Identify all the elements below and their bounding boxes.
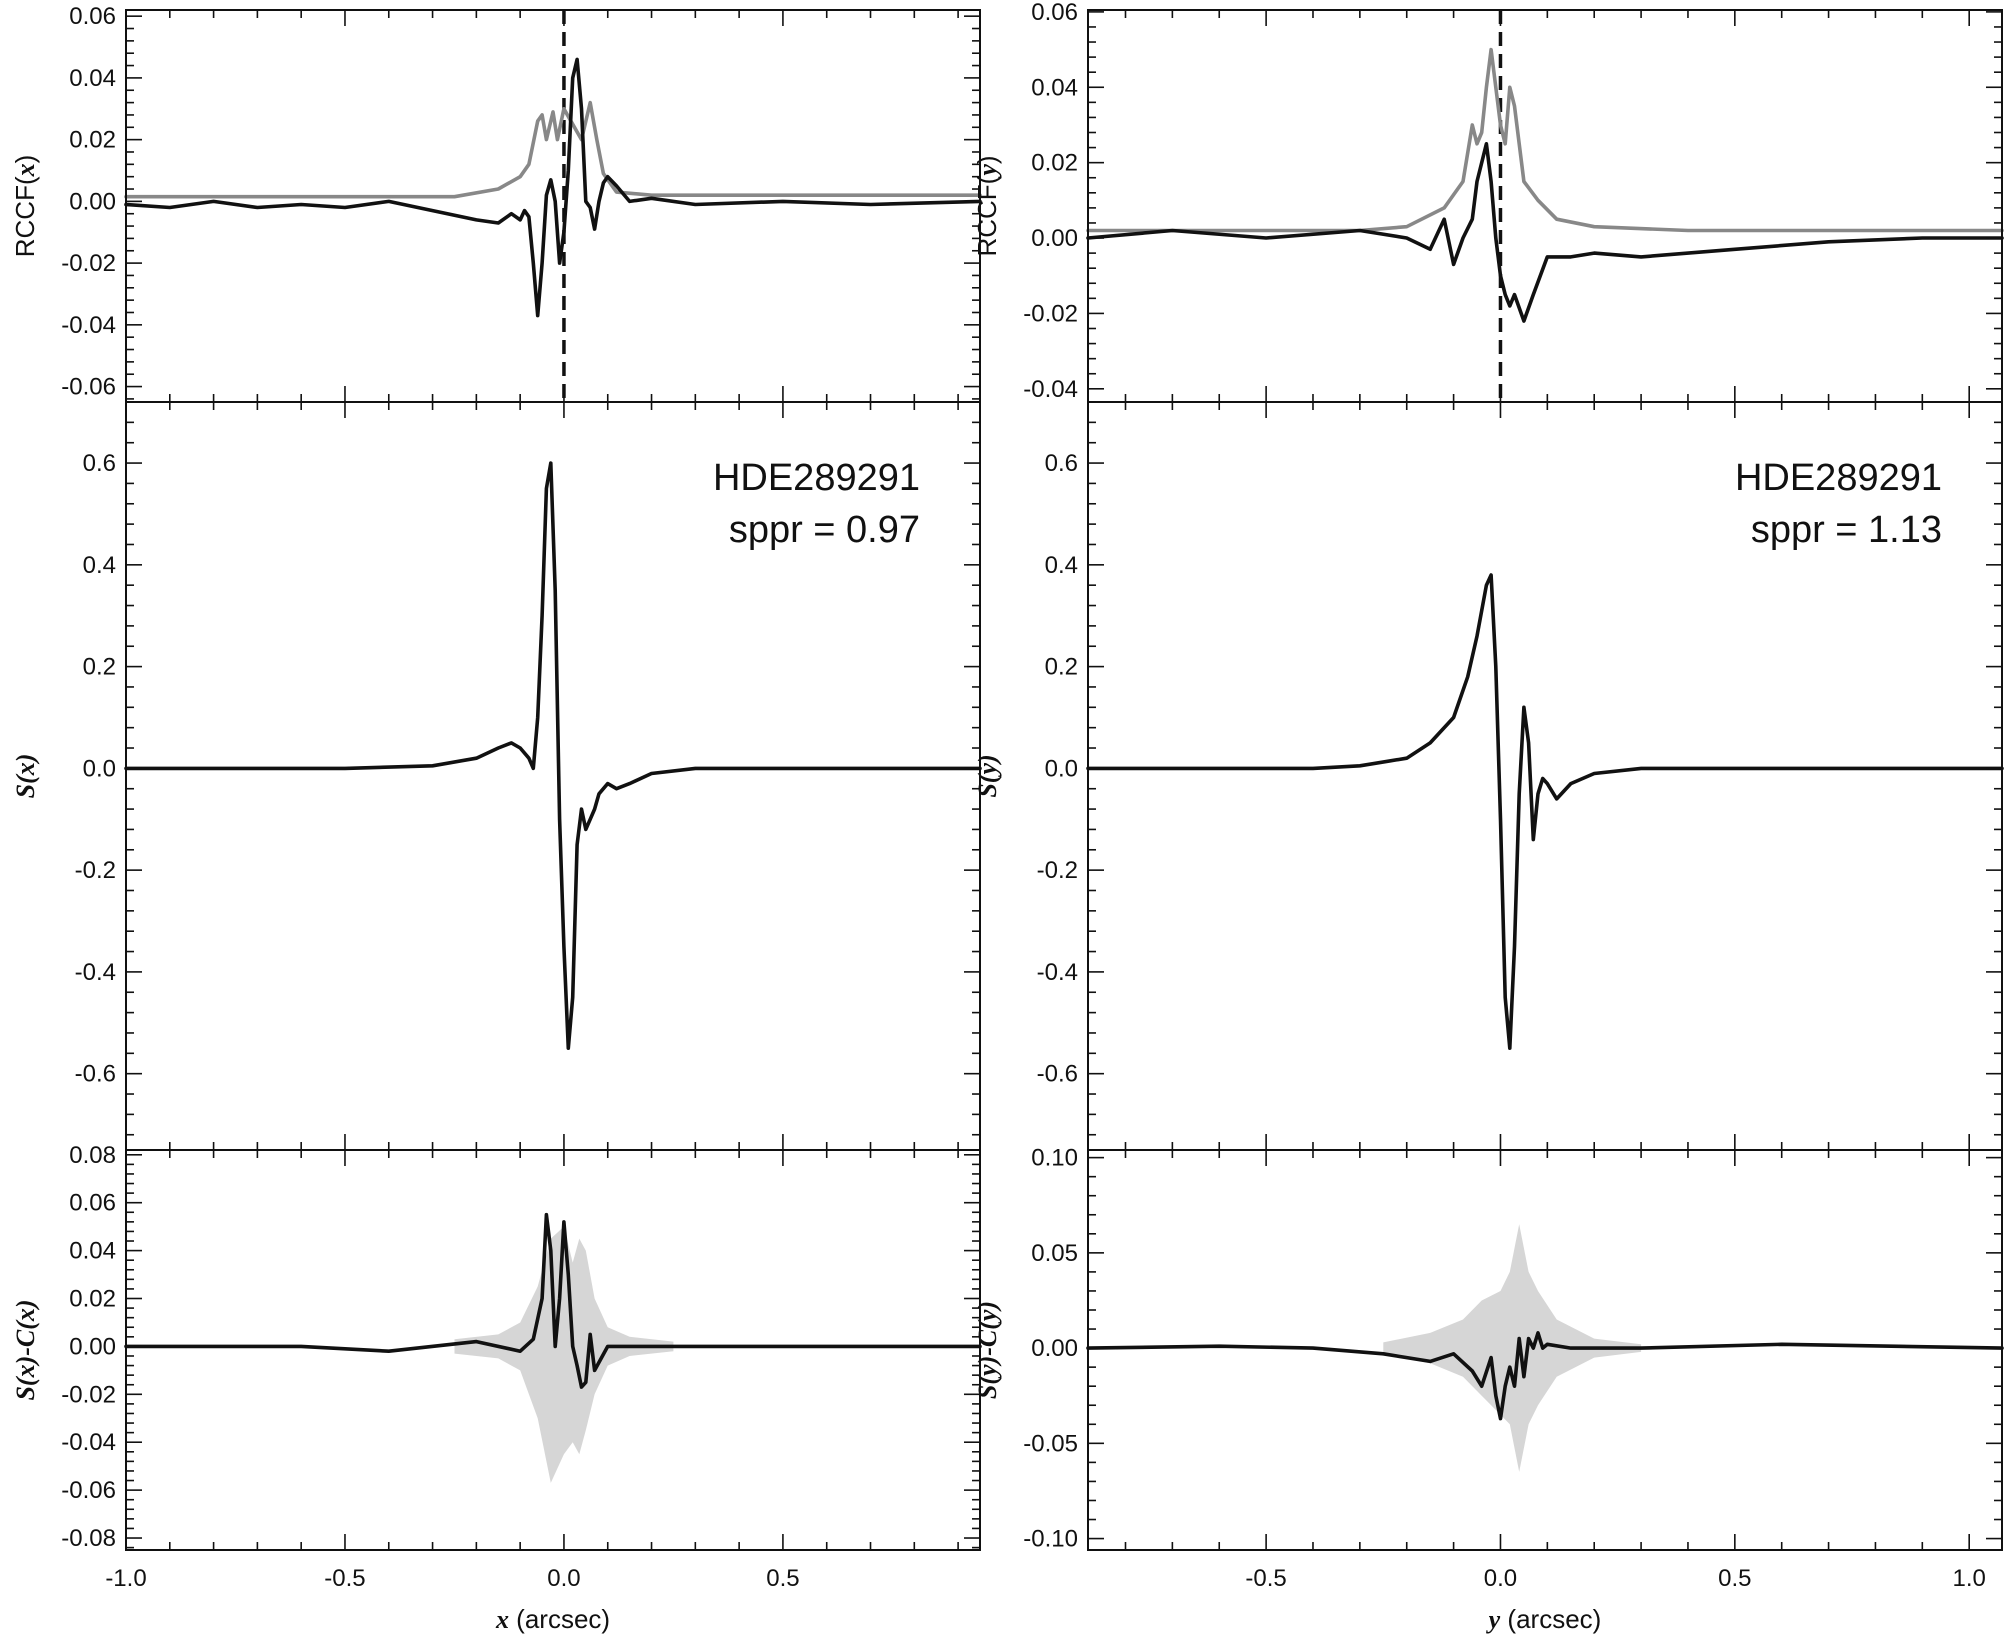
chart-panel-right-mid: 0.6 0.4 0.2 0.0 -0.2 -0.4 -0.6 S(y) HDE289291 spp…: [973, 401, 2004, 1151]
chart-1-series-0-line: [124, 461, 982, 1050]
chart-0-ytick-label: -0.02: [61, 250, 116, 277]
chart-4-ytick-label: 0.4: [1045, 552, 1078, 579]
chart-3-ytick-label: 0.02: [1031, 150, 1078, 177]
chart-4-annotation-line-1: sppr = 1.13: [1751, 509, 1942, 551]
chart-2-ytick-label: 0.00: [69, 1333, 116, 1360]
chart-1-y-axis-label: S(x): [11, 754, 40, 799]
chart-5-xtick-label: 0.5: [1718, 1565, 1751, 1592]
chart-2-ytick-label: 0.06: [69, 1190, 116, 1217]
chart-5-ytick-label: 0.10: [1031, 1145, 1078, 1172]
chart-0-ytick-label: -0.06: [61, 374, 116, 401]
chart-1-ytick-label: 0.0: [83, 755, 116, 782]
chart-2-xtick-label: 0.5: [766, 1565, 799, 1592]
chart-1-ytick-label: -0.2: [75, 857, 116, 884]
chart-5-xtick-label: 0.0: [1484, 1565, 1517, 1592]
chart-2-ytick-label: -0.04: [61, 1429, 116, 1456]
chart-5-ytick-label: -0.05: [1023, 1430, 1078, 1457]
chart-5-ytick-label: 0.05: [1031, 1240, 1078, 1267]
chart-3-series-0-line: [1086, 47, 2004, 233]
chart-2-ytick-label: -0.08: [61, 1525, 116, 1552]
chart-0-ytick-label: 0.00: [69, 188, 116, 215]
chart-5-ytick-label: -0.10: [1023, 1526, 1078, 1553]
chart-2-xtick-label: -1.0: [105, 1565, 146, 1592]
chart-0-y-axis-label: RCCF(x): [10, 155, 40, 258]
chart-panel-right-bottom: 0.10 0.05 0.00 -0.05 -0.10 -0.5 0.0 0.5 1.0 y (ar…: [973, 1145, 2004, 1634]
chart-panel-left-mid: 0.6 0.4 0.2 0.0 -0.2 -0.4 -0.6 S(x) HDE289291 spp…: [11, 401, 982, 1151]
chart-3-series-1-line: [1086, 142, 2004, 323]
chart-3-ytick-label: -0.04: [1023, 376, 1078, 403]
chart-5-ytick-label: 0.00: [1031, 1335, 1078, 1362]
chart-0-ytick-label: -0.04: [61, 312, 116, 339]
chart-2-series-0-line: [124, 1212, 982, 1389]
chart-3-ytick-label: 0.00: [1031, 225, 1078, 252]
chart-1-ytick-label: -0.6: [75, 1061, 116, 1088]
chart-0-ytick-label: 0.02: [69, 127, 116, 154]
chart-4-ytick-label: -0.6: [1037, 1061, 1078, 1088]
chart-panel-left-bottom: 0.08 0.06 0.04 0.02 0.00 -0.02 -0.04 -0.06 -0.08…: [11, 1142, 982, 1634]
chart-2-y-axis-label: S(x)-C(x): [11, 1299, 40, 1400]
chart-5-uncertainty-band: [1383, 1224, 1642, 1472]
chart-0-series-1-line: [124, 57, 982, 318]
chart-1-ytick-label: 0.2: [83, 654, 116, 681]
chart-panel-right-top: 0.06 0.04 0.02 0.00 -0.02 -0.04 RCCF(y): [972, 0, 2004, 403]
chart-1-ytick-label: -0.4: [75, 959, 116, 986]
chart-3-ytick-label: -0.02: [1023, 300, 1078, 327]
chart-2-ytick-label: 0.08: [69, 1142, 116, 1169]
chart-3-y-axis-label: RCCF(y): [972, 155, 1002, 256]
chart-1-annotation-line-0: HDE289291: [713, 457, 920, 499]
chart-4-annotation-line-0: HDE289291: [1735, 457, 1942, 499]
chart-0-ytick-label: 0.06: [69, 3, 116, 30]
chart-2-xtick-label: -0.5: [324, 1565, 365, 1592]
chart-5-xtick-label: -0.5: [1245, 1565, 1286, 1592]
chart-4-ytick-label: 0.2: [1045, 654, 1078, 681]
chart-5-xtick-label: 1.0: [1953, 1565, 1986, 1592]
chart-1-ytick-label: 0.6: [83, 450, 116, 477]
chart-1-annotation-line-1: sppr = 0.97: [729, 509, 920, 551]
chart-4-ytick-label: -0.4: [1037, 959, 1078, 986]
chart-panel-left-top: 0.06 0.04 0.02 0.00 -0.02 -0.04 -0.06 RCCF(x): [10, 3, 982, 403]
chart-0-series-0-line: [124, 100, 982, 199]
chart-2-uncertainty-band: [454, 1226, 674, 1483]
chart-2-x-axis-label: x (arcsec): [495, 1604, 610, 1634]
chart-1-ytick-label: 0.4: [83, 552, 116, 579]
chart-2-ytick-label: -0.06: [61, 1477, 116, 1504]
chart-4-ytick-label: -0.2: [1037, 857, 1078, 884]
chart-2-ytick-label: -0.02: [61, 1381, 116, 1408]
chart-5-series-0-line: [1086, 1331, 2004, 1421]
chart-5-y-axis-label: S(y)-C(y): [973, 1301, 1002, 1399]
chart-4-ytick-label: 0.0: [1045, 755, 1078, 782]
chart-4-ytick-label: 0.6: [1045, 450, 1078, 477]
chart-2-ytick-label: 0.04: [69, 1238, 116, 1265]
chart-0-ytick-label: 0.04: [69, 65, 116, 92]
chart-5-x-axis-label: y (arcsec): [1486, 1604, 1602, 1634]
chart-3-ytick-label: 0.04: [1031, 74, 1078, 101]
chart-3-ytick-label: 0.06: [1031, 0, 1078, 26]
chart-2-xtick-label: 0.0: [547, 1565, 580, 1592]
chart-2-frame: [125, 1149, 981, 1551]
chart-2-ytick-label: 0.02: [69, 1286, 116, 1313]
chart-5-frame: [1087, 1149, 2003, 1551]
chart-4-series-0-line: [1086, 573, 2004, 1050]
chart-4-y-axis-label: S(y): [973, 754, 1002, 797]
